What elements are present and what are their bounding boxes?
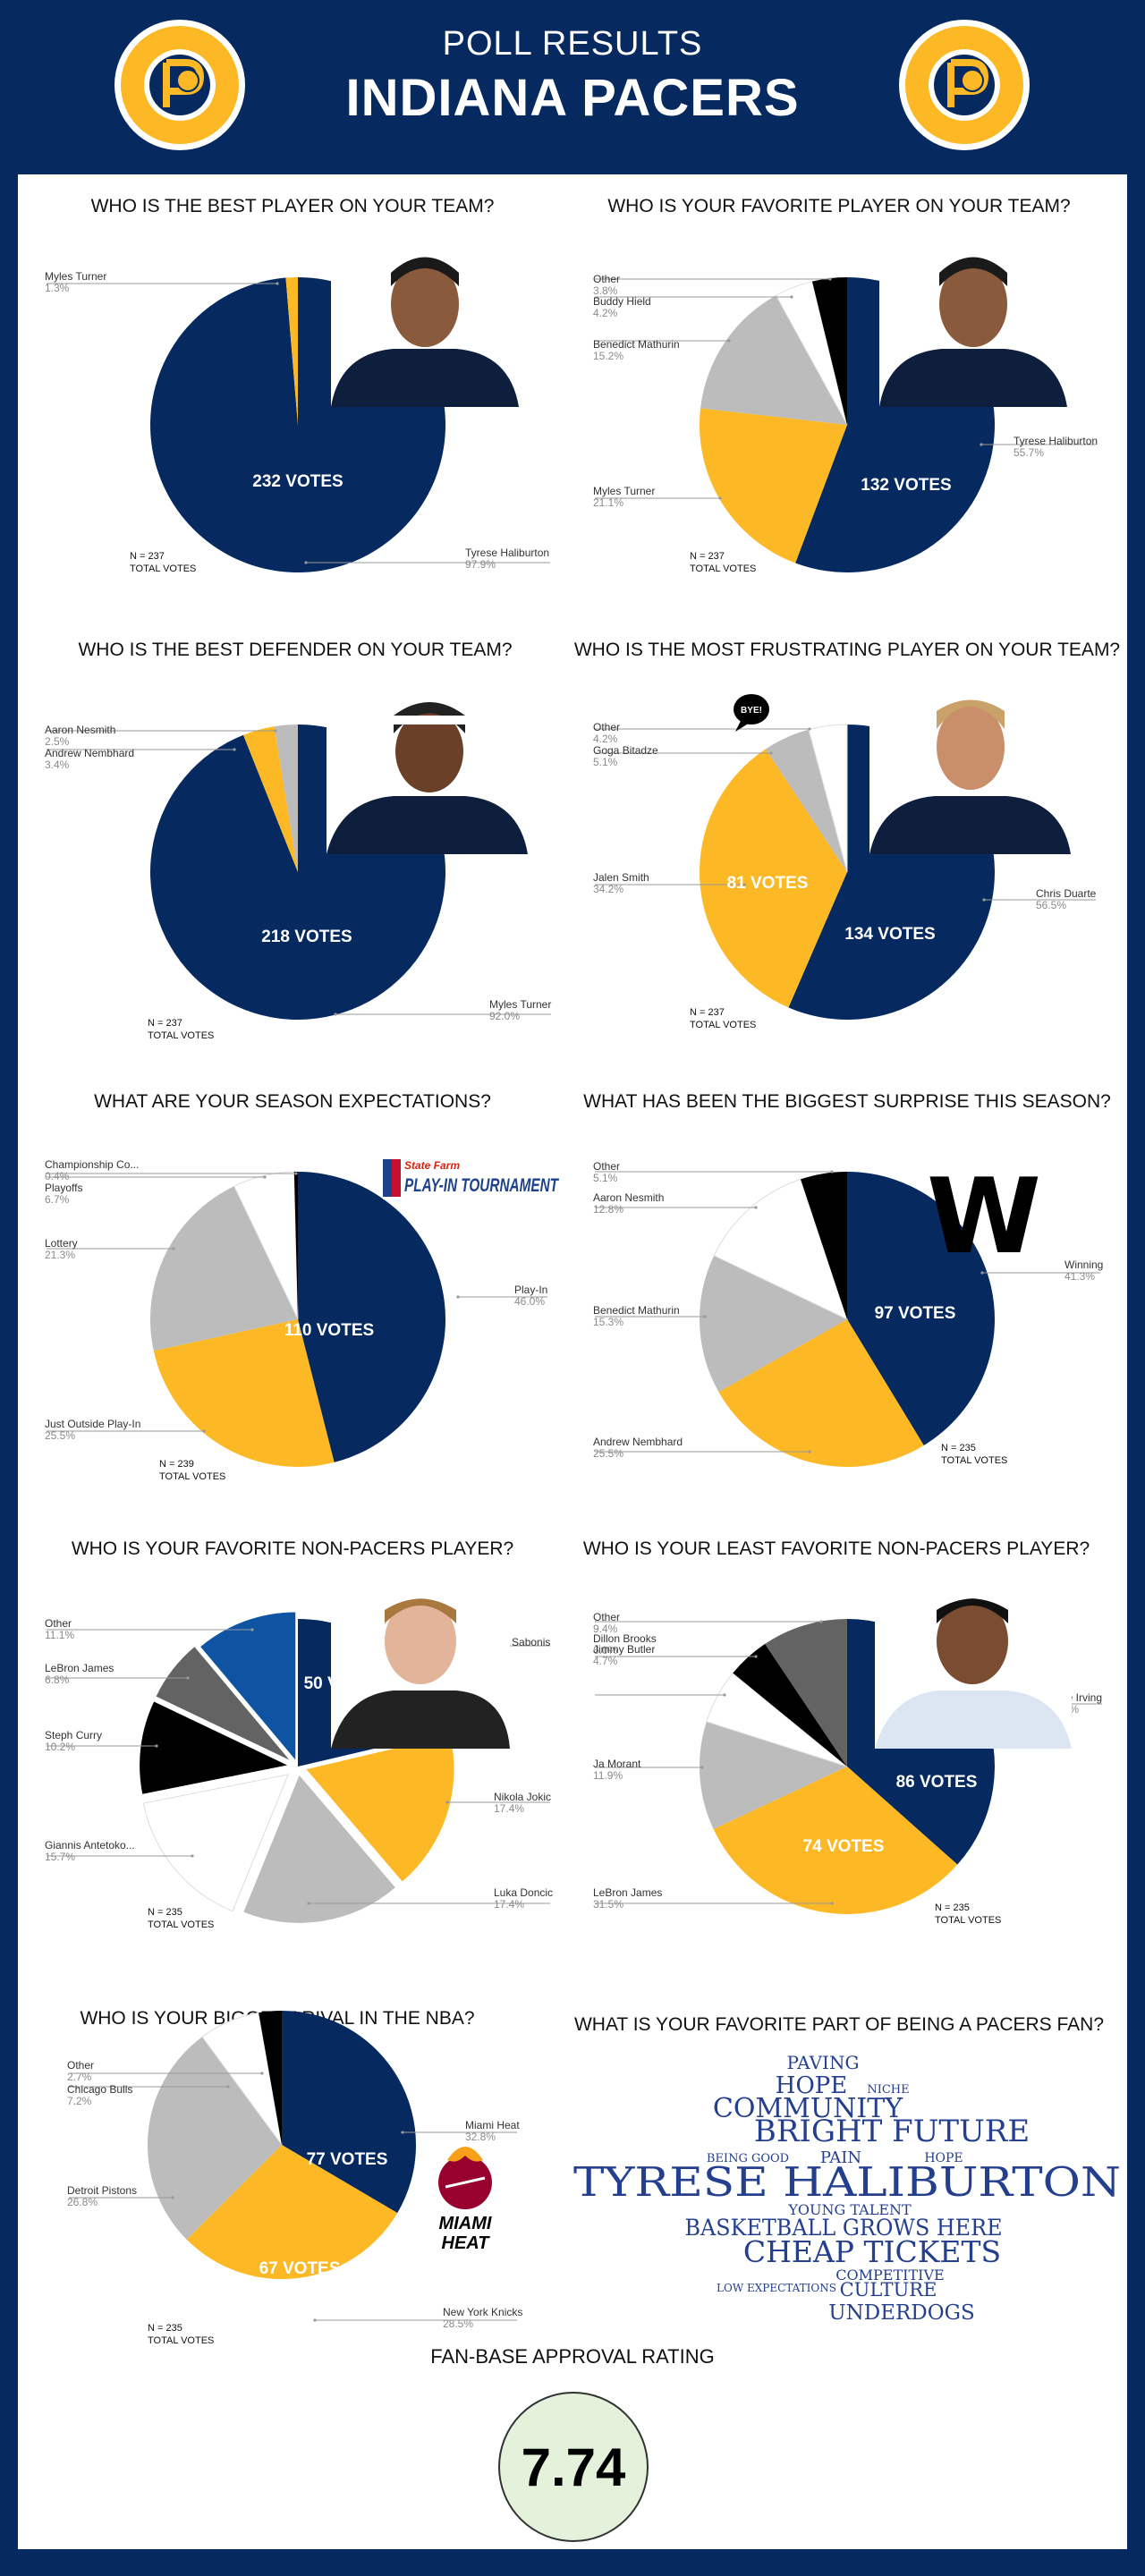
content-panel [18,174,1127,2549]
pacers-logo-left [114,20,245,150]
approval-title: FAN-BASE APPROVAL RATING [430,2345,715,2368]
header-subtitle: POLL RESULTS [442,25,703,63]
header-banner: POLL RESULTS INDIANA PACERS [0,0,1145,174]
approval-rating-circle: 7.74 [498,2392,649,2542]
pacers-logo-right [899,20,1030,150]
header-title: INDIANA PACERS [345,69,800,127]
